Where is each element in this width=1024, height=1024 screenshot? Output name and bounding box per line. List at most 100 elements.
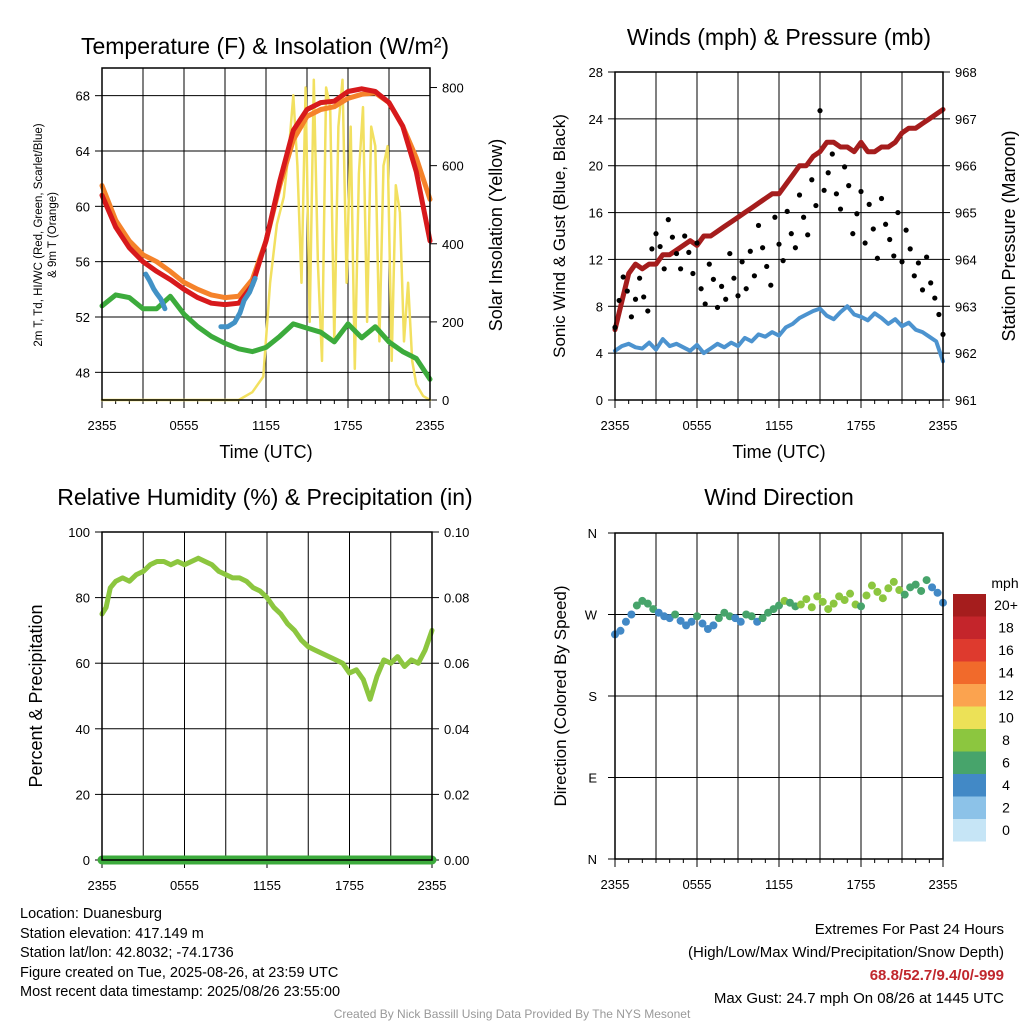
dir-ytick-label: N xyxy=(588,852,597,867)
temp-xtick-label: 2355 xyxy=(416,418,445,433)
dir-title: Wind Direction xyxy=(704,484,854,510)
extremes-subtitle: (High/Low/Max Wind/Precipitation/Snow De… xyxy=(688,944,1004,961)
max-gust-text: Max Gust: 24.7 mph On 08/26 at 1445 UTC xyxy=(713,990,1004,1007)
latlon-text: Station lat/lon: 42.8032; -74.1736 xyxy=(20,945,234,961)
dir-point xyxy=(813,592,822,601)
location-text: Location: Duanesburg xyxy=(20,906,162,922)
wind-gust-point xyxy=(796,192,803,198)
wind-gust-point xyxy=(686,249,692,255)
colorbar-swatch xyxy=(953,639,986,662)
rh-xtick-label: 1755 xyxy=(335,878,364,893)
wind-gust-point xyxy=(620,274,626,280)
dir-point xyxy=(917,586,926,595)
wind-gust-point xyxy=(632,296,639,302)
wind-gust-point xyxy=(784,208,790,214)
panel-direction: Wind Direction 2355 0555 1155 1755 2355 N E S W N… xyxy=(551,484,1019,892)
rh-xtick-label: 2355 xyxy=(418,878,447,893)
rh-title: Relative Humidity (%) & Precipitation (i… xyxy=(57,484,472,510)
dir-point xyxy=(687,617,696,626)
colorbar-swatch xyxy=(953,594,986,617)
temp-ytick-label: 64 xyxy=(76,144,90,159)
temp-ytick-label: 0 xyxy=(442,393,449,408)
rh-ytick-label: 20 xyxy=(76,787,90,802)
wind-gust-point xyxy=(665,217,671,223)
dir-ytick-label: N xyxy=(588,526,597,541)
wind-xlabel: Time (UTC) xyxy=(732,442,825,462)
wind-gust-point xyxy=(616,297,622,304)
dir-point xyxy=(758,614,767,623)
temp-ytick-label: 48 xyxy=(76,365,90,380)
dir-ylabel-left: Direction (Colored By Speed) xyxy=(551,585,570,806)
elevation-text: Station elevation: 417.149 m xyxy=(20,925,204,942)
temp-title: Temperature (F) & Insolation (W/m²) xyxy=(81,33,449,59)
wind-gust-point xyxy=(895,209,901,216)
dir-point xyxy=(928,583,937,592)
wind-gust-point xyxy=(780,258,786,264)
dir-point xyxy=(884,584,893,593)
dir-point xyxy=(796,600,805,609)
wind-gust-point xyxy=(739,259,745,265)
dir-point xyxy=(807,603,816,612)
wind-ytick-label: 20 xyxy=(589,159,603,174)
wind-series-pressure xyxy=(612,107,946,333)
wind-gust-point xyxy=(710,276,717,282)
wind-gust-point xyxy=(764,263,770,270)
dir-point xyxy=(693,612,701,621)
panel-temperature: Temperature (F) & Insolation (W/m²) 2355… xyxy=(33,33,506,462)
temp-series-hiwc xyxy=(143,271,258,330)
wind-gust-point xyxy=(850,231,856,237)
wind-gust-point xyxy=(858,188,864,195)
dir-xtick-label: 2355 xyxy=(929,877,958,892)
wind-ytick-label: 8 xyxy=(596,299,603,314)
temp-xlabel: Time (UTC) xyxy=(219,442,312,462)
wind-gust-point xyxy=(903,227,909,233)
temp-ytick-label: 800 xyxy=(442,81,464,96)
colorbar-swatch xyxy=(953,706,986,729)
wind-ytick-label: 28 xyxy=(589,65,603,80)
rh-ytick-label: 40 xyxy=(76,722,90,737)
colorbar-swatch xyxy=(953,774,986,797)
dir-xtick-label: 0555 xyxy=(683,877,712,892)
wind-gust-point xyxy=(735,293,741,299)
station-info: Location: Duanesburg Station elevation: … xyxy=(20,905,340,1003)
colorbar-label: 16 xyxy=(998,642,1014,658)
temp-xtick-label: 0555 xyxy=(170,418,199,433)
wind-gust-point xyxy=(842,164,848,170)
wind-gust-point xyxy=(928,280,934,286)
dir-point xyxy=(676,616,685,625)
dir-point xyxy=(846,589,855,598)
dir-point xyxy=(895,586,904,595)
wind-title: Winds (mph) & Pressure (mb) xyxy=(627,24,931,50)
colorbar-swatch xyxy=(953,796,986,819)
dir-xtick-label: 1155 xyxy=(765,877,793,892)
wind-gust-point xyxy=(637,275,643,281)
wind-gust-point xyxy=(788,231,794,237)
dir-frame xyxy=(614,532,944,860)
dir-xtick-label: 1755 xyxy=(847,877,876,892)
wind-gust-point xyxy=(776,241,782,247)
rh-ytick-label: 0.06 xyxy=(444,656,469,671)
wind-gust-point xyxy=(801,214,807,220)
wind-ytick-label: 965 xyxy=(955,206,977,221)
wind-gust-point xyxy=(743,286,749,292)
wind-gust-point xyxy=(907,246,913,252)
rh-ytick-label: 0 xyxy=(83,853,90,868)
wind-gust-point xyxy=(809,177,815,183)
rh-ytick-label: 60 xyxy=(76,656,90,671)
dir-point xyxy=(933,588,942,597)
dir-point xyxy=(840,596,849,605)
dir-point xyxy=(627,610,636,619)
wind-gust-point xyxy=(682,233,688,239)
dir-point xyxy=(873,587,882,596)
dir-point xyxy=(911,580,920,589)
dir-point xyxy=(698,619,707,628)
dir-point xyxy=(775,601,783,610)
colorbar-label: 14 xyxy=(998,665,1014,681)
rh-ytick-label: 0.04 xyxy=(444,722,469,737)
temp-ylabel-right: Solar Insolation (Yellow) xyxy=(486,139,506,331)
wind-ylabel-right: Station Pressure (Maroon) xyxy=(999,130,1019,341)
wind-gust-point xyxy=(915,260,922,266)
wind-xtick-label: 2355 xyxy=(601,418,630,433)
colorbar-label: 2 xyxy=(1002,800,1010,816)
